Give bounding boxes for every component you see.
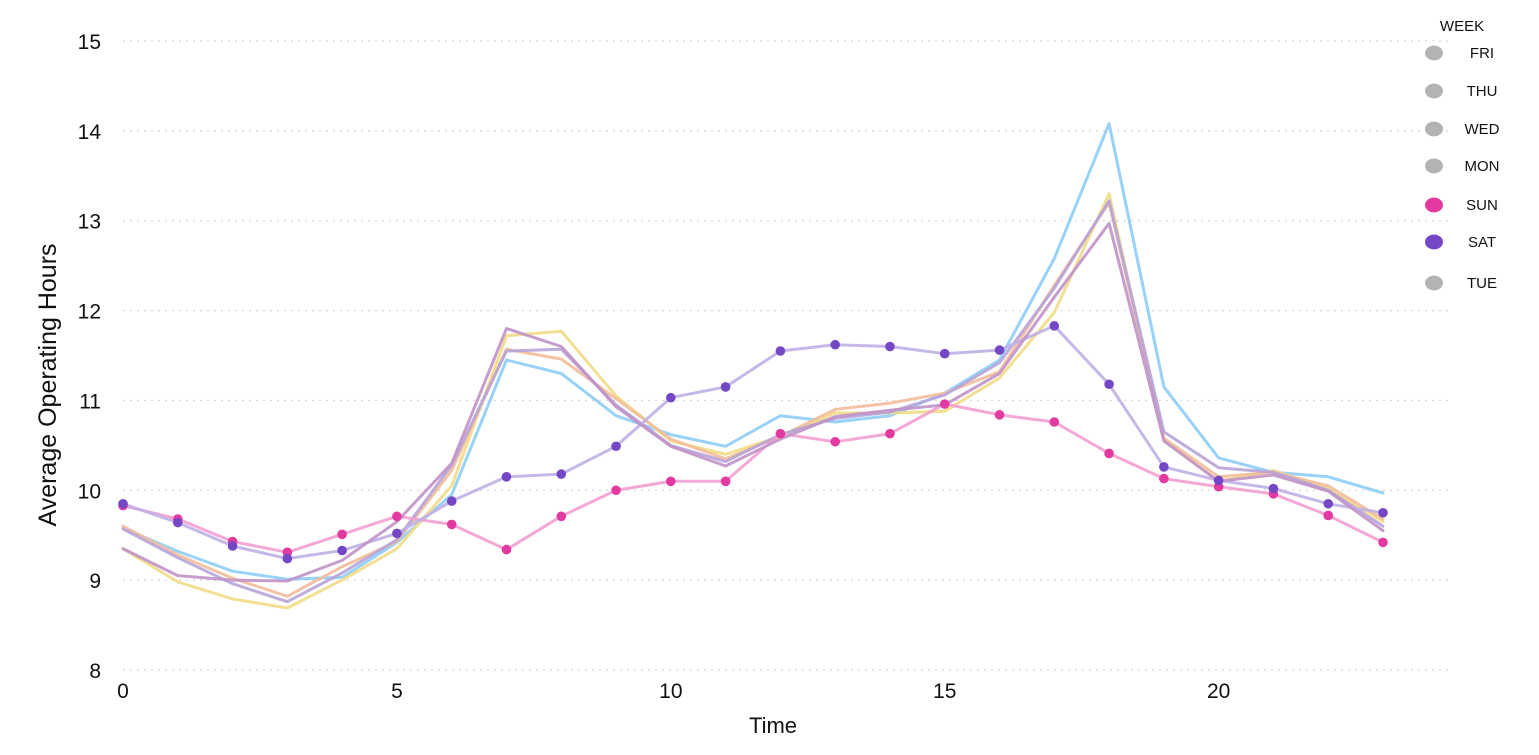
data-point-sun — [1104, 448, 1114, 459]
data-point-sat — [337, 545, 347, 556]
data-point-sat — [1323, 498, 1334, 509]
legend-swatch — [1425, 275, 1443, 291]
y-tick-label: 15 — [78, 31, 101, 54]
data-point-sun — [720, 476, 731, 487]
series-lines — [121, 122, 1385, 610]
series-line-tue — [121, 221, 1385, 583]
x-tick-label: 0 — [117, 680, 129, 703]
legend-item-tue[interactable]: TUE — [1425, 275, 1497, 292]
data-point-sun — [830, 436, 840, 447]
data-point-sat — [446, 496, 457, 506]
y-tick-label: 10 — [78, 480, 101, 503]
data-point-sat — [282, 553, 293, 564]
data-point-sat — [1049, 321, 1060, 331]
x-tick-label: 20 — [1207, 680, 1230, 703]
data-point-sat — [1104, 379, 1114, 390]
legend-label: MON — [1465, 158, 1500, 175]
data-point-sat — [1378, 507, 1388, 518]
data-point-sun — [556, 511, 567, 522]
data-point-sun — [1323, 510, 1334, 521]
x-axis-title: Time — [749, 713, 797, 738]
y-tick-label: 9 — [89, 570, 101, 593]
data-point-sun — [501, 544, 512, 555]
data-point-sun — [885, 428, 895, 439]
legend-swatch — [1425, 158, 1443, 174]
legend-label: WED — [1465, 121, 1500, 138]
data-point-sun — [939, 399, 950, 409]
legend-label: SUN — [1466, 197, 1498, 214]
data-point-sat — [1159, 462, 1169, 472]
data-point-sat — [1213, 475, 1224, 486]
legend-swatch — [1425, 83, 1443, 99]
series-line-wed — [121, 201, 1385, 598]
x-tick-label: 5 — [391, 680, 403, 703]
data-point-sun — [994, 410, 1005, 420]
y-axis-ticks: 8 9 10 11 12 13 14 15 — [78, 31, 102, 683]
series-line-sun — [121, 402, 1385, 554]
legend-swatch — [1425, 121, 1443, 137]
data-point-sat — [501, 472, 512, 482]
data-point-sat — [611, 441, 621, 452]
data-point-sat — [775, 346, 786, 356]
legend: WEEK FRI THU WED MON SUN SAT TUE — [1425, 18, 1500, 292]
data-point-sun — [1049, 417, 1060, 427]
y-tick-label: 11 — [79, 390, 101, 413]
legend-swatch — [1425, 45, 1443, 61]
data-point-sun — [392, 511, 402, 522]
legend-item-sun[interactable]: SUN — [1425, 197, 1498, 214]
data-point-sun — [1378, 537, 1388, 548]
legend-item-wed[interactable]: WED — [1425, 121, 1500, 138]
data-point-sun — [666, 476, 676, 487]
data-point-sun — [337, 529, 347, 540]
legend-item-fri[interactable]: FRI — [1425, 45, 1494, 62]
legend-item-thu[interactable]: THU — [1425, 83, 1497, 100]
legend-item-mon[interactable]: MON — [1425, 158, 1500, 175]
data-point-sun — [611, 485, 621, 496]
y-tick-label: 12 — [78, 301, 101, 324]
legend-swatch — [1425, 197, 1443, 213]
y-axis-title: Average Operating Hours — [34, 243, 62, 526]
data-point-sat — [830, 339, 840, 350]
data-point-sat — [994, 345, 1005, 355]
data-point-sun — [775, 428, 786, 439]
x-tick-label: 10 — [659, 680, 682, 703]
legend-title: WEEK — [1440, 18, 1484, 35]
x-axis-ticks: 0 5 10 15 20 — [117, 680, 1230, 703]
x-tick-label: 15 — [933, 680, 956, 703]
data-point-sat — [666, 392, 676, 403]
series-line-fri — [121, 122, 1385, 581]
data-point-sat — [939, 348, 950, 359]
legend-label: TUE — [1467, 275, 1497, 292]
data-point-sun — [1159, 473, 1169, 484]
legend-label: THU — [1467, 83, 1498, 100]
series-markers — [118, 321, 1388, 564]
y-tick-label: 8 — [89, 660, 101, 683]
y-tick-label: 14 — [78, 121, 102, 144]
data-point-sat — [172, 517, 183, 528]
data-point-sat — [392, 528, 402, 539]
gridlines — [123, 40, 1450, 671]
data-point-sat — [556, 469, 567, 479]
data-point-sat — [118, 498, 128, 509]
series-line-mon — [121, 199, 1385, 604]
data-point-sun — [446, 519, 457, 530]
y-tick-label: 13 — [78, 211, 101, 234]
legend-label: SAT — [1468, 234, 1496, 251]
series-line-sat — [121, 324, 1385, 561]
data-point-sat — [1268, 483, 1279, 494]
data-point-sat — [885, 341, 895, 352]
legend-label: FRI — [1470, 45, 1494, 62]
data-point-sat — [227, 541, 238, 551]
legend-item-sat[interactable]: SAT — [1425, 234, 1496, 251]
legend-swatch — [1425, 234, 1443, 250]
data-point-sat — [720, 382, 731, 392]
